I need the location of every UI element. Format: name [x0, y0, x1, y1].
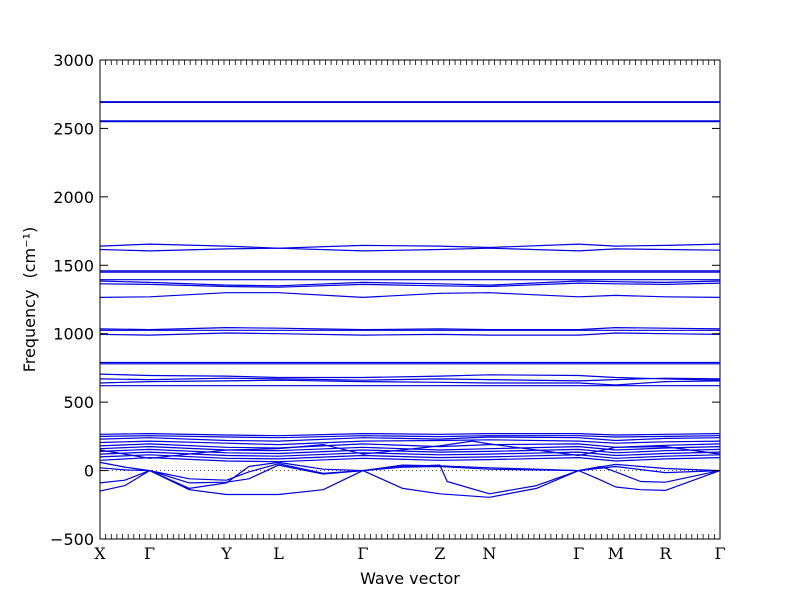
band-series-20 [99, 379, 721, 386]
kpoint-label: Y [220, 544, 232, 563]
band-series-24 [99, 436, 721, 442]
kpoint-label: R [659, 544, 672, 563]
y-tick-label: 3000 [53, 51, 94, 70]
kpoint-label: X [94, 544, 106, 563]
y-tick-label: 0 [84, 462, 94, 481]
band-series-6 [99, 247, 721, 252]
band-series-35 [99, 464, 721, 495]
axis-ticks-layer [99, 59, 721, 540]
kpoint-label: Z [434, 544, 445, 563]
band-series-30 [99, 454, 721, 460]
band-series-31 [99, 457, 721, 463]
band-series-27 [99, 446, 721, 452]
y-tick-label: 1000 [53, 325, 94, 344]
band-series-15 [99, 332, 721, 336]
band-series-36 [99, 470, 721, 498]
x-axis-label: Wave vector [360, 569, 460, 588]
band-series-12 [99, 292, 721, 298]
kpoint-label: N [482, 544, 496, 563]
band-series-22 [99, 433, 721, 437]
y-axis-label-unit: (cm⁻¹) [20, 227, 39, 279]
band-series-18 [99, 373, 721, 381]
band-series-28 [99, 448, 721, 455]
y-tick-label: −500 [50, 530, 94, 549]
band-series-5 [99, 243, 721, 249]
y-tick-label: 500 [63, 393, 94, 412]
band-series-29 [99, 451, 721, 457]
band-series-19 [99, 377, 721, 382]
y-tick-label: 2500 [53, 119, 94, 138]
y-axis-label: Frequency (cm⁻¹) [20, 227, 39, 372]
kpoint-label: L [273, 544, 284, 563]
kpoint-label: Γ [714, 544, 725, 563]
band-series-11 [99, 282, 721, 288]
kpoint-label: Γ [357, 544, 368, 563]
band-series-layer [99, 101, 721, 498]
kpoint-label: Γ [573, 544, 584, 563]
band-series-13 [99, 327, 721, 331]
kpoint-label: Γ [144, 544, 155, 563]
band-series-32 [99, 440, 721, 459]
band-series-23 [99, 435, 721, 439]
kpoint-label: M [608, 544, 624, 563]
plot-frame [99, 59, 721, 540]
y-tick-label: 1500 [53, 256, 94, 275]
y-tick-label: 2000 [53, 188, 94, 207]
band-series-25 [99, 439, 721, 446]
y-axis-label-text: Frequency [20, 290, 39, 373]
band-series-10 [99, 280, 721, 287]
axis-labels-layer: −500 0 500 1000 1500 2000 2500 3000 X Γ Y L Γ Z N Γ M R Γ [50, 51, 726, 563]
